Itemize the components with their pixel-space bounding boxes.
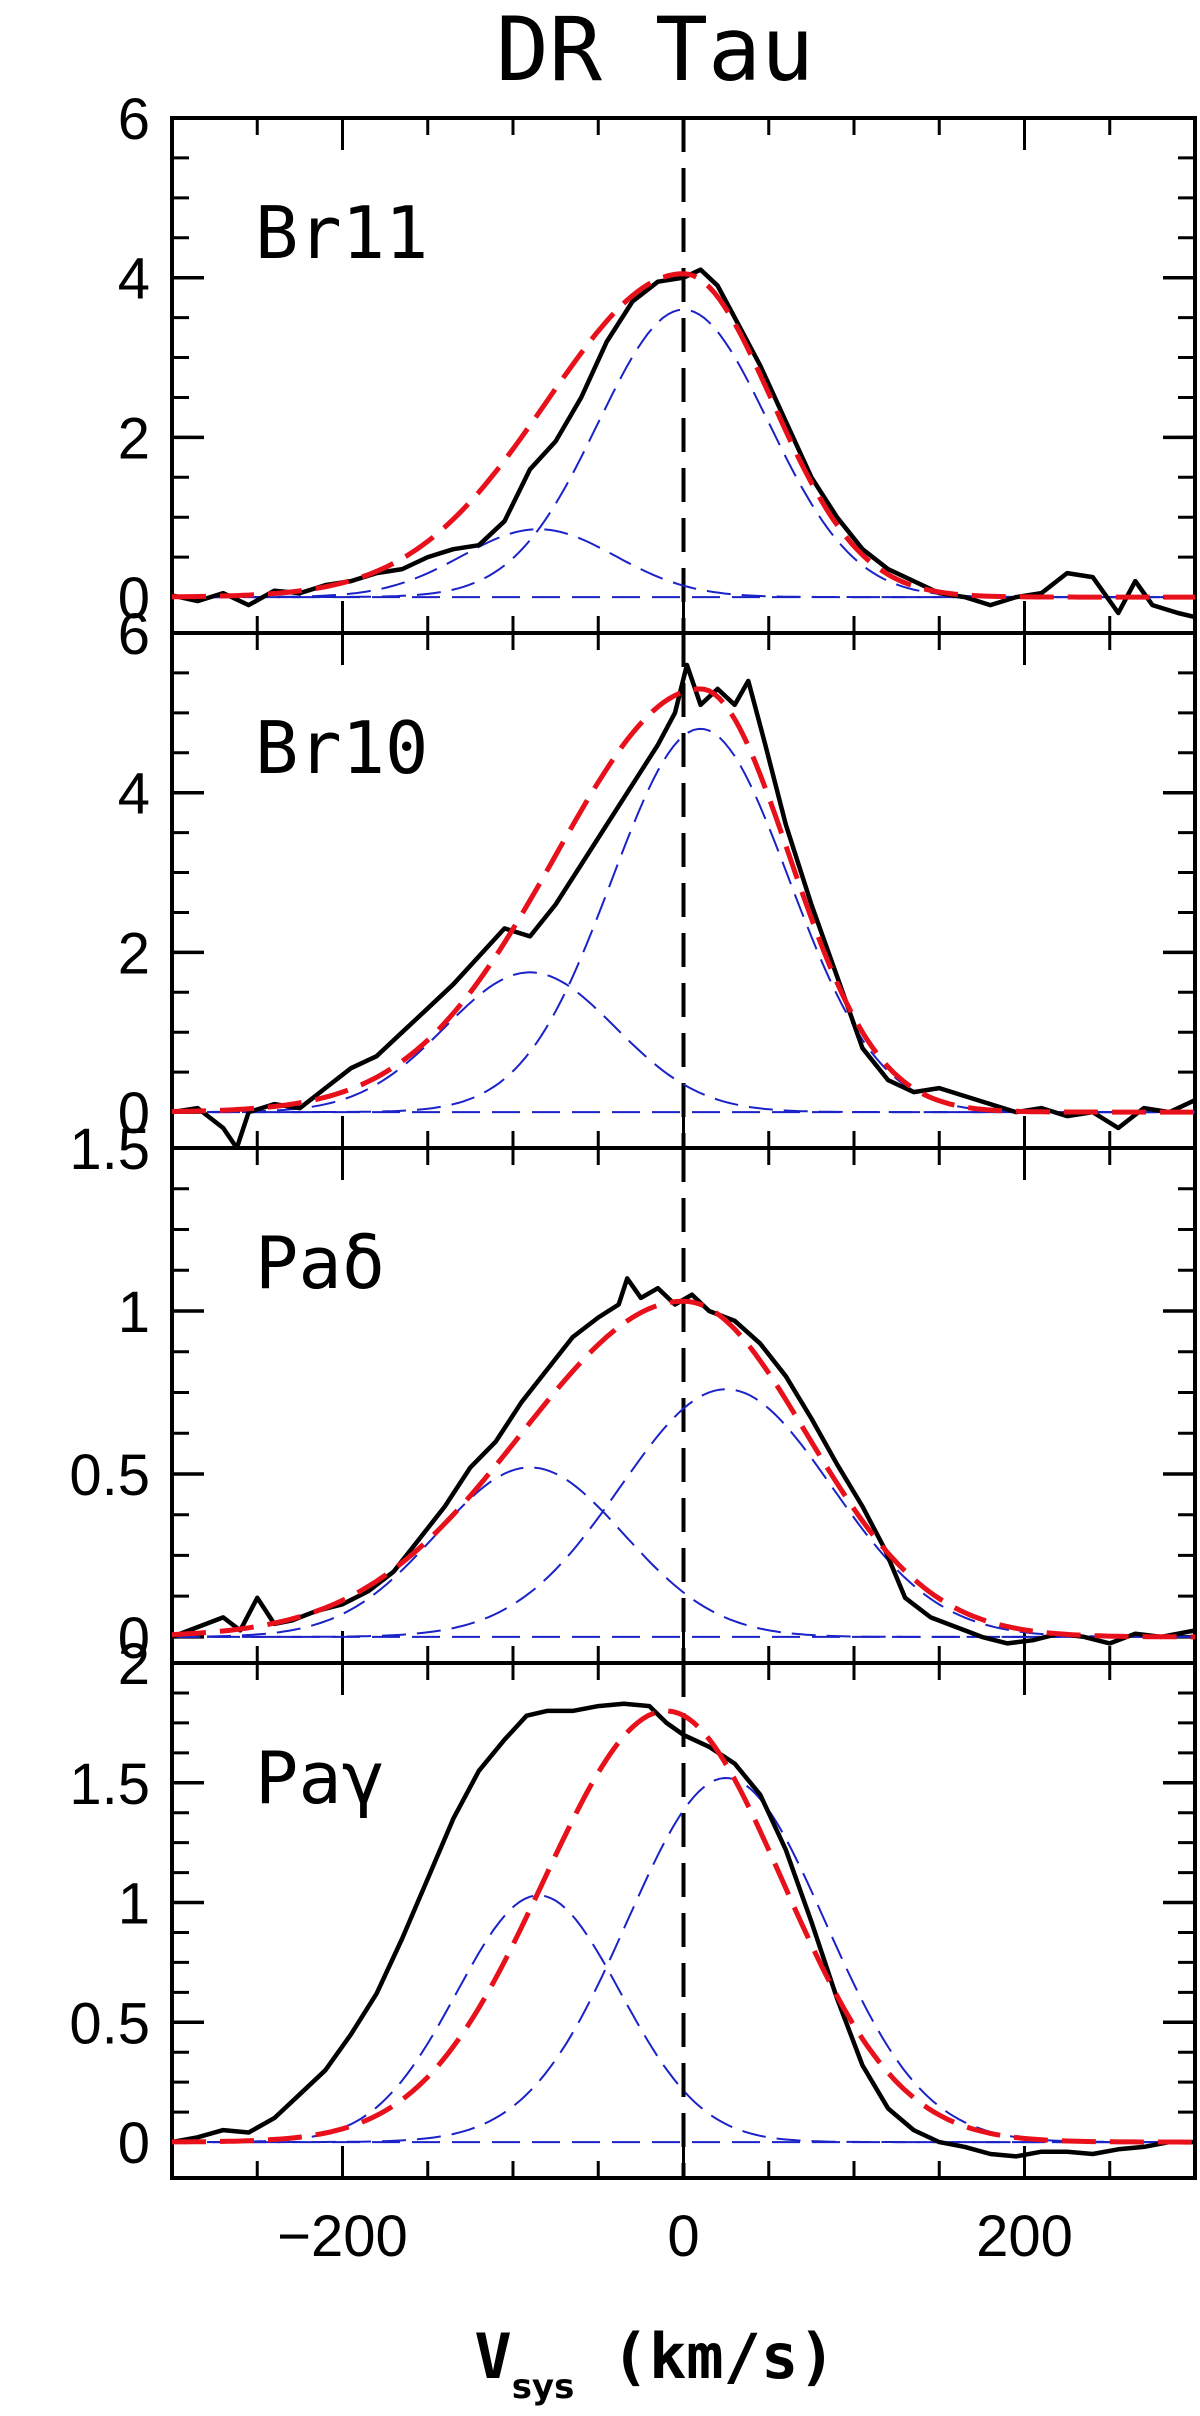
component-1-curve: [172, 1894, 1195, 2144]
y-tick-label: 1.5: [69, 1117, 150, 1182]
x-axis-label-sub: sys: [512, 2367, 575, 2407]
panels: 0246Br110246Br1000.511.5Paδ00.511.52Paγ−…: [69, 87, 1197, 2269]
total-fit-curve: [172, 1708, 1195, 2145]
component-1-curve: [172, 971, 1195, 1114]
observed-profile: [172, 267, 1195, 620]
y-tick-label: 1.5: [69, 1752, 150, 1817]
y-tick-label: 6: [118, 87, 150, 152]
y-tick-label: 1: [118, 1280, 150, 1345]
y-tick-label: 0: [118, 2111, 150, 2176]
panel-4: 0 0.5 1 1.5 2 Paγ: [69, 1632, 1197, 2180]
line-label: Br11: [255, 191, 428, 275]
panel-2: 0 2 4 6 Br10: [118, 602, 1197, 1150]
chart-title: DR Tau: [496, 0, 814, 101]
y-tick-label: 0: [118, 1606, 150, 1671]
total-fit-curve: [172, 271, 1195, 600]
x-tick-label: 0: [667, 2204, 699, 2269]
x-tick-label: 200: [976, 2204, 1073, 2269]
y-tick-label: 2: [118, 1632, 150, 1697]
total-fit-curve: [172, 686, 1195, 1115]
y-tick-label: 2: [118, 406, 150, 471]
observed-profile: [172, 662, 1195, 1148]
y-tick-label: 2: [118, 921, 150, 986]
panel-data: [172, 1663, 1195, 2178]
x-axis-label-main: V: [474, 2320, 511, 2393]
line-label: Br10: [255, 706, 428, 790]
x-axis-label-unit: (km/s): [574, 2320, 835, 2393]
y-tick-label: 0.5: [69, 1443, 150, 1508]
component-1-curve: [172, 1466, 1195, 1638]
y-tick-label: 1: [118, 1872, 150, 1937]
panel-data: [172, 633, 1195, 1148]
component-2-curve: [172, 308, 1195, 599]
line-label: Paδ: [255, 1221, 385, 1305]
y-tick-label: 4: [118, 247, 150, 312]
line-label: Paγ: [255, 1736, 385, 1820]
y-tick-label: 0: [118, 566, 150, 631]
panel-data: [172, 1148, 1195, 1663]
panel-data: [172, 118, 1195, 633]
y-tick-label: 6: [118, 602, 150, 667]
y-tick-label: 0.5: [69, 1991, 150, 2056]
panel-3: 0 0.5 1 1.5 Paδ: [69, 1117, 1197, 1671]
x-tick-label: −200: [277, 2204, 408, 2269]
panel-1: 0 2 4 6 Br11: [118, 87, 1197, 635]
y-tick-label: 4: [118, 762, 150, 827]
y-tick-label: 0: [118, 1081, 150, 1146]
observed-profile: [172, 1701, 1195, 2159]
x-axis-label: Vsys (km/s): [474, 2320, 835, 2407]
total-fit-curve: [172, 1298, 1195, 1640]
